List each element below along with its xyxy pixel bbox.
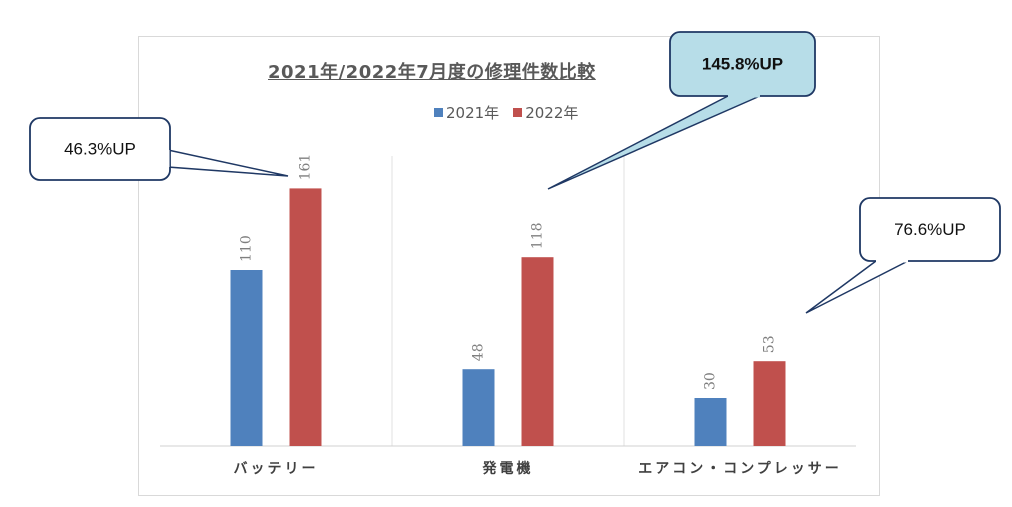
callout-text: 145.8%UP <box>702 54 783 73</box>
data-label: 161 <box>298 154 314 181</box>
bar-2021-0 <box>230 270 263 446</box>
legend-item-2022: 2022年 <box>513 102 578 123</box>
data-label: 48 <box>471 343 487 361</box>
callout-box <box>859 197 1001 262</box>
legend-swatch-2021 <box>434 108 443 117</box>
legend-label-2021: 2021年 <box>446 104 500 122</box>
callout-text: 76.6%UP <box>894 220 966 239</box>
chart-title: 2021年/2022年7月度の修理件数比較 <box>268 62 596 83</box>
bar-2022-1 <box>521 257 554 446</box>
bar-2022-0 <box>289 188 322 446</box>
category-label: エアコン・コンプレッサー <box>638 461 842 477</box>
bar-2021-2 <box>694 398 727 446</box>
data-label: 110 <box>239 235 255 262</box>
category-label: 発電機 <box>482 460 534 477</box>
legend-label-2022: 2022年 <box>525 104 579 122</box>
bar-2022-2 <box>753 361 786 446</box>
legend: 2021年 2022年 <box>434 102 578 123</box>
callout-pointer <box>805 260 909 314</box>
legend-swatch-2022 <box>513 108 523 117</box>
legend-item-2021: 2021年 <box>434 102 499 123</box>
bar-2021-1 <box>462 369 495 446</box>
callout-text: 46.3%UP <box>64 139 136 158</box>
callout-box <box>29 117 171 181</box>
category-label: バッテリー <box>234 461 319 477</box>
callout-pointer <box>547 95 761 190</box>
data-label: 30 <box>703 372 719 390</box>
data-label: 118 <box>530 222 546 249</box>
data-label: 53 <box>762 335 778 353</box>
callout-pointer <box>167 149 289 177</box>
